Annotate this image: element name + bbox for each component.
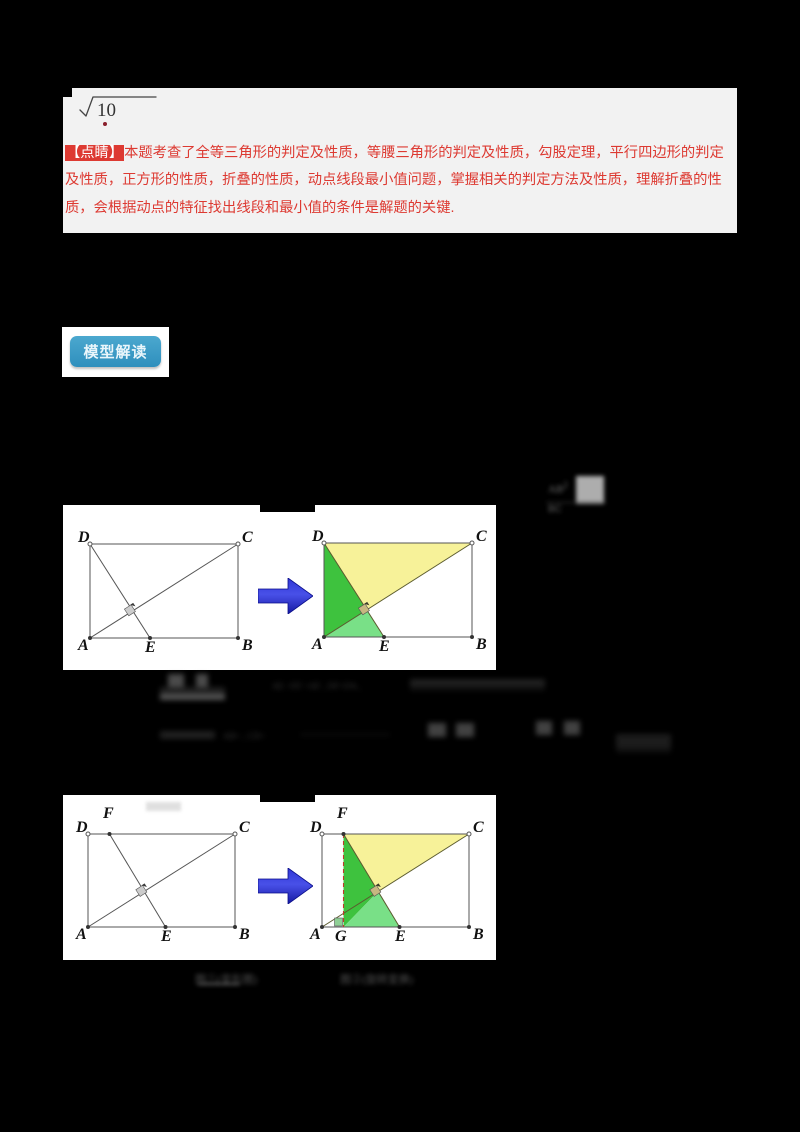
svg-text:A: A — [75, 926, 87, 943]
svg-text:G: G — [335, 928, 347, 945]
svg-text:A: A — [309, 926, 321, 943]
svg-text:B: B — [475, 636, 487, 653]
svg-text:C: C — [473, 819, 484, 836]
svg-text:B: B — [472, 926, 484, 943]
svg-text:D: D — [77, 529, 90, 546]
svg-text:F: F — [336, 805, 348, 822]
svg-text:A: A — [77, 637, 89, 654]
svg-text:C: C — [242, 529, 253, 546]
svg-text:B: B — [238, 926, 250, 943]
svg-text:E: E — [160, 928, 172, 945]
svg-text:B: B — [241, 637, 253, 654]
svg-text:C: C — [239, 819, 250, 836]
svg-text:D: D — [311, 528, 324, 545]
svg-text:D: D — [309, 819, 322, 836]
svg-text:C: C — [476, 528, 487, 545]
svg-text:10: 10 — [97, 100, 116, 121]
svg-text:E: E — [144, 639, 156, 656]
svg-text:A: A — [311, 636, 323, 653]
svg-text:E: E — [378, 638, 390, 655]
svg-text:F: F — [102, 805, 114, 822]
svg-text:D: D — [75, 819, 88, 836]
svg-text:E: E — [394, 928, 406, 945]
